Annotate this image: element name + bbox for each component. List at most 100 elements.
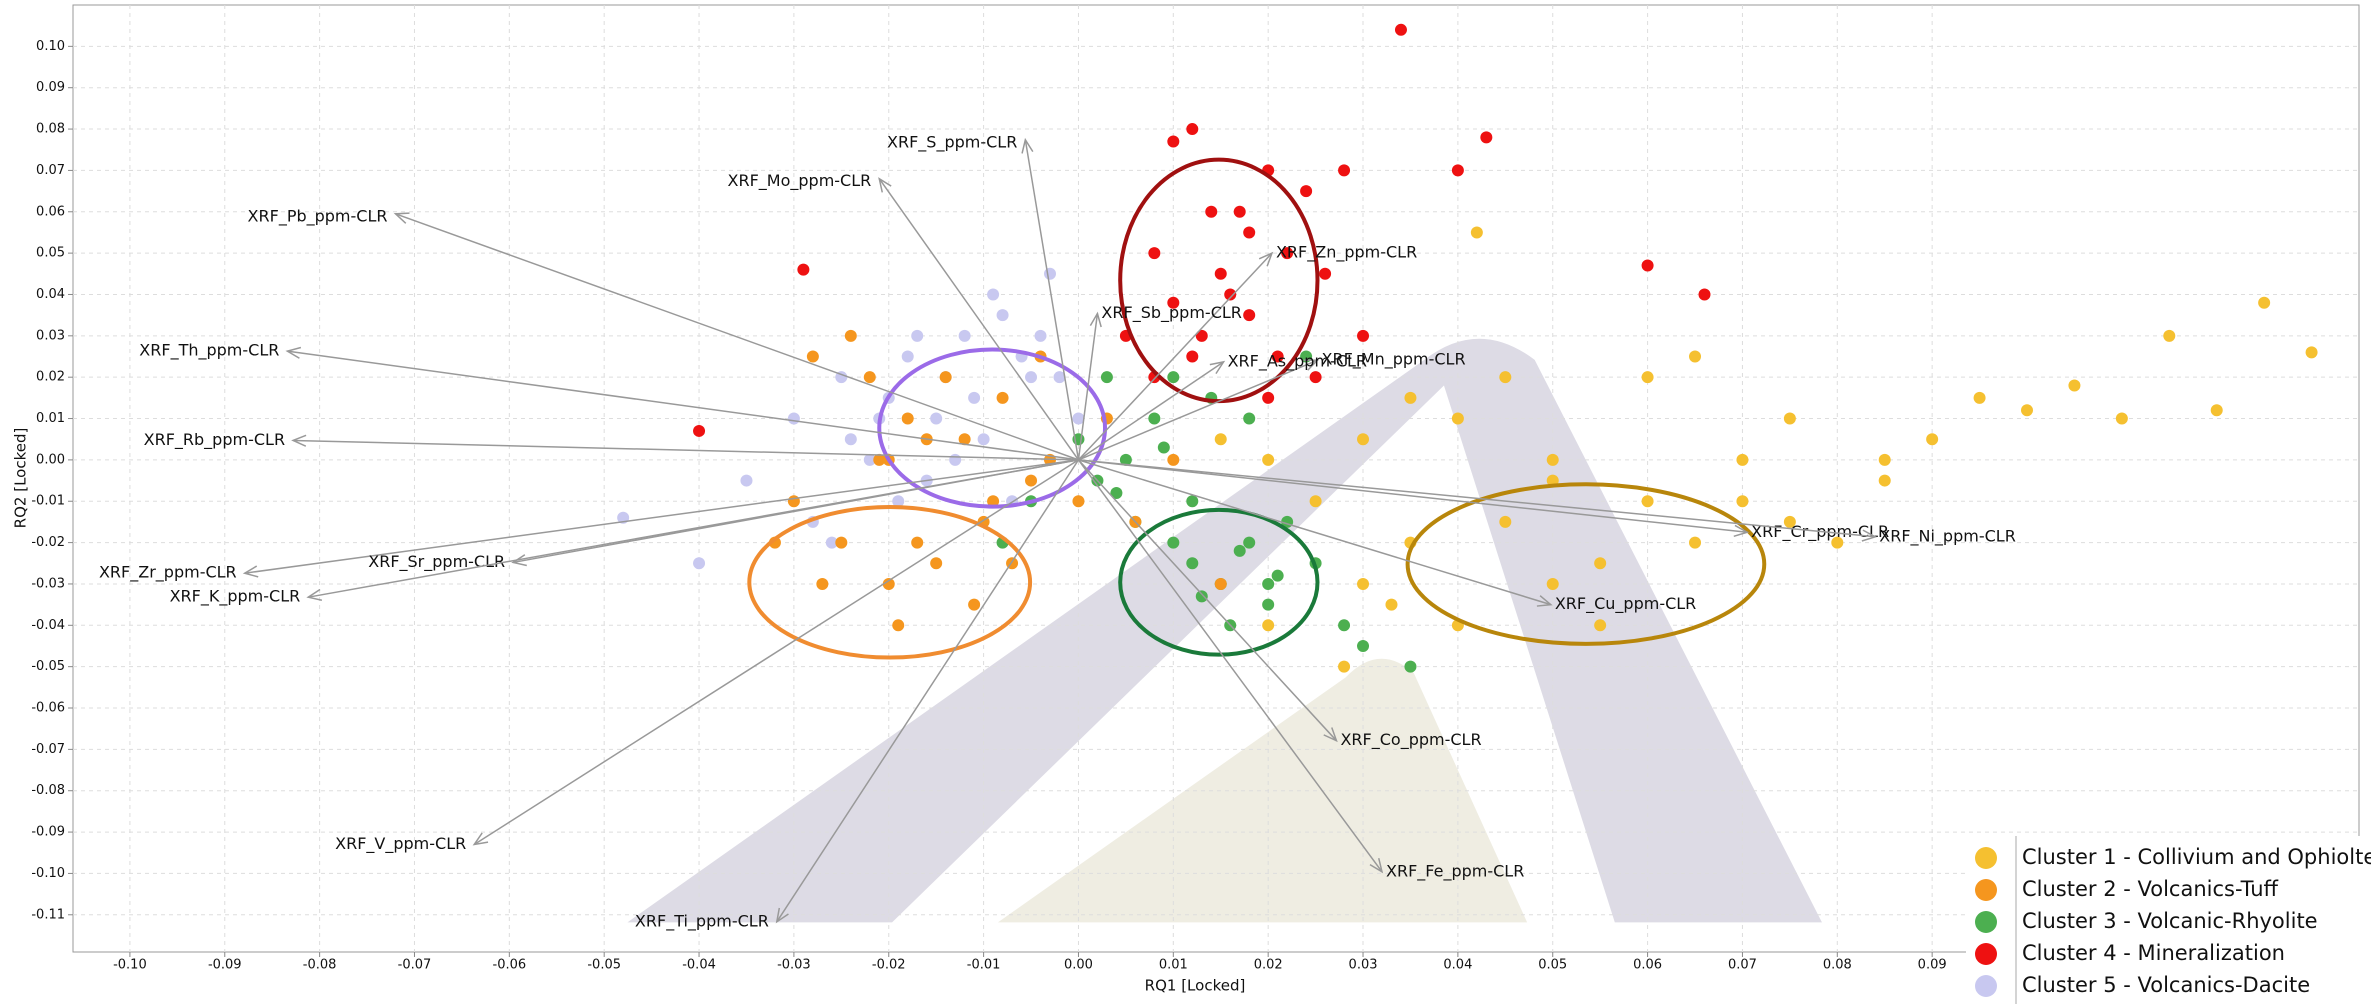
scatter-point — [1480, 131, 1492, 143]
scatter-point — [1689, 351, 1701, 363]
scatter-point — [1243, 309, 1255, 321]
scatter-point — [788, 413, 800, 425]
scatter-point — [892, 619, 904, 631]
legend-label: Cluster 1 - Collivium and Ophiolte — [2022, 845, 2371, 869]
y-tick-label: 0.05 — [36, 246, 65, 261]
x-axis-title: RQ1 [Locked] — [1145, 977, 1246, 995]
scatter-point — [2211, 404, 2223, 416]
scatter-point — [968, 599, 980, 611]
scatter-point — [1385, 599, 1397, 611]
scatter-point — [1262, 599, 1274, 611]
legend-label: Cluster 2 - Volcanics-Tuff — [2022, 877, 2279, 901]
scatter-point — [1196, 590, 1208, 602]
scatter-point — [1186, 123, 1198, 135]
scatter-point — [1319, 268, 1331, 280]
scatter-point — [2163, 330, 2175, 342]
scatter-point — [864, 371, 876, 383]
scatter-point — [1357, 640, 1369, 652]
scatter-point — [1642, 495, 1654, 507]
scatter-point — [930, 413, 942, 425]
x-tick-label: -0.08 — [303, 958, 337, 973]
scatter-point — [1101, 371, 1113, 383]
x-tick-label: -0.06 — [493, 958, 527, 973]
scatter-point — [845, 330, 857, 342]
scatter-point — [978, 433, 990, 445]
y-tick-label: 0.06 — [36, 204, 65, 219]
scatter-point — [1158, 441, 1170, 453]
scatter-point — [1044, 268, 1056, 280]
x-tick-label: 0.06 — [1633, 958, 1662, 973]
scatter-point — [1072, 495, 1084, 507]
vector-label: XRF_Th_ppm-CLR — [139, 341, 279, 361]
y-tick-label: -0.10 — [31, 866, 65, 881]
legend-marker — [1975, 975, 1997, 997]
scatter-point — [1547, 454, 1559, 466]
x-tick-label: -0.10 — [113, 958, 147, 973]
x-tick-label: -0.01 — [967, 958, 1001, 973]
scatter-point — [1642, 260, 1654, 272]
vector-label: XRF_Zn_ppm-CLR — [1276, 243, 1417, 263]
scatter-point — [797, 264, 809, 276]
scatter-point — [911, 537, 923, 549]
scatter-point — [1784, 413, 1796, 425]
legend-marker — [1975, 911, 1997, 933]
legend: Cluster 1 - Collivium and Ophiolte Cluste… — [1966, 836, 2371, 1004]
scatter-point — [1689, 537, 1701, 549]
scatter-point — [1243, 537, 1255, 549]
scatter-point — [959, 330, 971, 342]
scatter-point — [1148, 247, 1160, 259]
chart: RQ1 [Locked] RQ2 [Locked] -0.10-0.09-0.0… — [0, 0, 2371, 1004]
vector-label: XRF_Ti_ppm-CLR — [635, 911, 769, 931]
scatter-point — [1186, 351, 1198, 363]
legend-marker — [1975, 879, 1997, 901]
x-tick-label: 0.05 — [1538, 958, 1567, 973]
scatter-point — [1148, 413, 1160, 425]
y-tick-label: -0.08 — [31, 783, 65, 798]
scatter-point — [2021, 404, 2033, 416]
scatter-point — [740, 475, 752, 487]
scatter-point — [1262, 578, 1274, 590]
scatter-point — [1594, 619, 1606, 631]
x-tick-label: -0.07 — [398, 958, 432, 973]
legend-marker — [1975, 943, 1997, 965]
scatter-point — [1338, 164, 1350, 176]
scatter-point — [1167, 454, 1179, 466]
vector-label: XRF_As_ppm-CLR — [1228, 351, 1367, 371]
x-tick-label: 0.00 — [1064, 958, 1093, 973]
y-tick-label: -0.11 — [31, 907, 65, 922]
scatter-point — [2306, 346, 2318, 358]
y-tick-label: -0.05 — [31, 659, 65, 674]
scatter-point — [902, 413, 914, 425]
scatter-point — [835, 537, 847, 549]
scatter-point — [1357, 578, 1369, 590]
vector-label: XRF_Cu_ppm-CLR — [1555, 594, 1696, 614]
vector-label: XRF_Sb_ppm-CLR — [1101, 303, 1241, 323]
x-tick-label: 0.04 — [1443, 958, 1472, 973]
x-tick-label: 0.08 — [1823, 958, 1852, 973]
scatter-point — [1025, 475, 1037, 487]
scatter-point — [1547, 578, 1559, 590]
scatter-point — [1234, 206, 1246, 218]
scatter-point — [2068, 379, 2080, 391]
scatter-point — [1262, 619, 1274, 631]
scatter-point — [1262, 454, 1274, 466]
scatter-point — [1404, 392, 1416, 404]
scatter-point — [1205, 206, 1217, 218]
vector-label: XRF_V_ppm-CLR — [335, 834, 466, 854]
scatter-point — [1357, 433, 1369, 445]
x-tick-label: 0.07 — [1728, 958, 1757, 973]
scatter-point — [693, 425, 705, 437]
scatter-point — [997, 309, 1009, 321]
scatter-point — [1642, 371, 1654, 383]
y-tick-label: -0.03 — [31, 576, 65, 591]
scatter-point — [1395, 24, 1407, 36]
y-tick-label: 0.03 — [36, 328, 65, 343]
scatter-point — [1452, 164, 1464, 176]
scatter-point — [1167, 135, 1179, 147]
scatter-point — [788, 495, 800, 507]
scatter-point — [968, 392, 980, 404]
y-tick-label: 0.00 — [36, 452, 65, 467]
vector-label: XRF_S_ppm-CLR — [887, 132, 1017, 152]
scatter-point — [1215, 433, 1227, 445]
y-tick-label: -0.01 — [31, 494, 65, 509]
